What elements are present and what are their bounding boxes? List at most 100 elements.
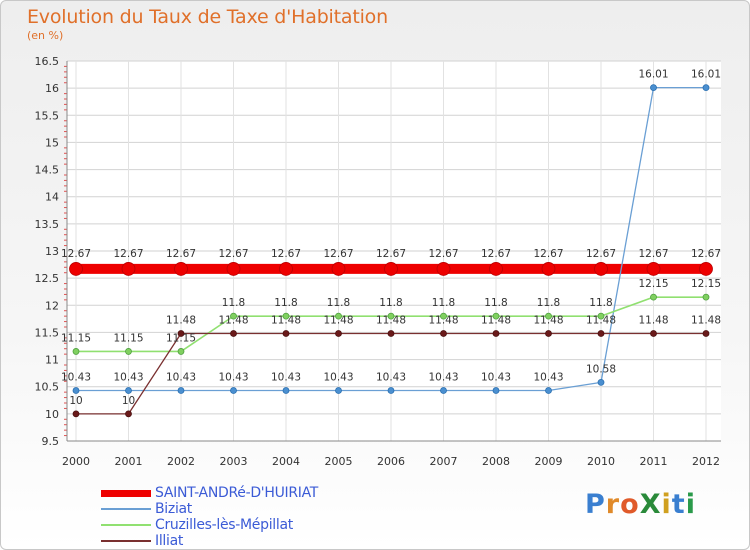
data-point [387, 387, 395, 394]
data-label: 11.8 [589, 297, 612, 309]
legend-swatch [101, 524, 151, 526]
data-point [335, 312, 342, 320]
data-label: 10 [69, 395, 82, 407]
x-tick-label: 2005 [325, 455, 353, 468]
data-label: 11.8 [327, 297, 350, 309]
data-label: 10 [122, 395, 135, 407]
logo-letter: t [671, 489, 686, 520]
y-tick-label: 10.5 [35, 381, 60, 394]
data-label: 11.8 [484, 297, 507, 309]
data-point [597, 378, 605, 386]
data-point [440, 330, 447, 337]
data-point [492, 387, 500, 394]
data-label: 11.8 [274, 297, 297, 309]
data-label: 11.48 [166, 315, 196, 327]
y-tick-label: 16.5 [35, 55, 60, 68]
data-point [331, 262, 346, 276]
data-point [335, 387, 342, 394]
data-point [492, 312, 500, 320]
data-point [702, 84, 710, 91]
data-point [545, 330, 552, 337]
data-label: 16.01 [638, 69, 668, 81]
logo-letter: X [639, 489, 662, 520]
logo-letter: o [620, 489, 640, 520]
x-tick-label: 2009 [535, 455, 563, 468]
data-label: 12.67 [481, 248, 511, 260]
data-label: 10.43 [376, 372, 406, 384]
legend-swatch [101, 540, 151, 542]
data-point [125, 387, 132, 394]
data-point [650, 293, 657, 301]
y-tick-label: 16 [45, 82, 59, 95]
data-point [72, 410, 80, 418]
data-label: 12.67 [113, 248, 143, 260]
legend-label: Illiat [155, 533, 184, 549]
data-point [594, 262, 608, 276]
data-label: 11.48 [376, 315, 406, 327]
data-point [650, 330, 657, 337]
data-label: 11.8 [222, 297, 245, 309]
data-label: 12.67 [638, 248, 668, 260]
data-label: 10.43 [428, 372, 458, 384]
data-label: 11.48 [481, 315, 511, 327]
data-label: 11.48 [218, 315, 248, 327]
data-label: 12.15 [638, 278, 668, 290]
data-point [226, 262, 241, 276]
data-label: 11.15 [166, 332, 196, 344]
y-tick-label: 12 [45, 299, 59, 312]
data-point [387, 312, 395, 320]
data-point [440, 387, 447, 394]
data-point [282, 387, 290, 394]
logo-letter: r [605, 489, 621, 520]
data-label: 11.48 [323, 315, 353, 327]
legend-swatch [101, 489, 151, 497]
y-tick-label: 13.5 [35, 218, 60, 231]
data-point [121, 262, 136, 276]
y-tick-label: 9.5 [42, 435, 60, 448]
y-tick-label: 14 [45, 191, 59, 204]
data-label: 11.15 [113, 332, 143, 344]
legend-label: SAINT-ANDRé-D'HUIRIAT [155, 485, 319, 501]
data-label: 11.8 [432, 297, 455, 309]
data-point [489, 262, 503, 276]
proxiti-logo: ProXiti [585, 489, 696, 520]
data-point [174, 262, 188, 276]
data-label: 10.43 [481, 372, 511, 384]
x-tick-label: 2011 [640, 455, 668, 468]
y-tick-label: 15.5 [35, 109, 60, 122]
data-label: 10.43 [113, 372, 143, 384]
y-tick-label: 15 [45, 136, 59, 149]
data-point [72, 387, 80, 394]
data-label: 11.8 [537, 297, 560, 309]
data-point [702, 293, 710, 301]
data-label: 12.67 [533, 248, 563, 260]
data-point [230, 387, 237, 394]
data-label: 11.48 [533, 315, 563, 327]
x-tick-label: 2002 [167, 455, 195, 468]
data-point [177, 387, 185, 394]
x-tick-label: 2008 [482, 455, 510, 468]
data-point [597, 312, 605, 320]
x-tick-label: 2004 [272, 455, 300, 468]
y-tick-label: 10 [45, 408, 59, 421]
data-label: 12.67 [691, 248, 721, 260]
x-tick-label: 2006 [377, 455, 405, 468]
y-tick-label: 14.5 [35, 164, 60, 177]
data-label: 11.48 [428, 315, 458, 327]
data-point [230, 330, 237, 337]
data-label: 12.67 [323, 248, 353, 260]
data-point [541, 262, 556, 276]
data-label: 10.43 [166, 372, 196, 384]
data-label: 10.43 [61, 372, 91, 384]
data-point [335, 330, 342, 337]
data-point [282, 312, 290, 320]
data-label: 12.15 [691, 278, 721, 290]
x-tick-label: 2003 [220, 455, 248, 468]
legend-swatch [101, 508, 151, 510]
data-label: 11.48 [586, 315, 616, 327]
logo-letter: i [661, 489, 672, 520]
data-point [699, 262, 713, 276]
data-point [702, 330, 710, 337]
